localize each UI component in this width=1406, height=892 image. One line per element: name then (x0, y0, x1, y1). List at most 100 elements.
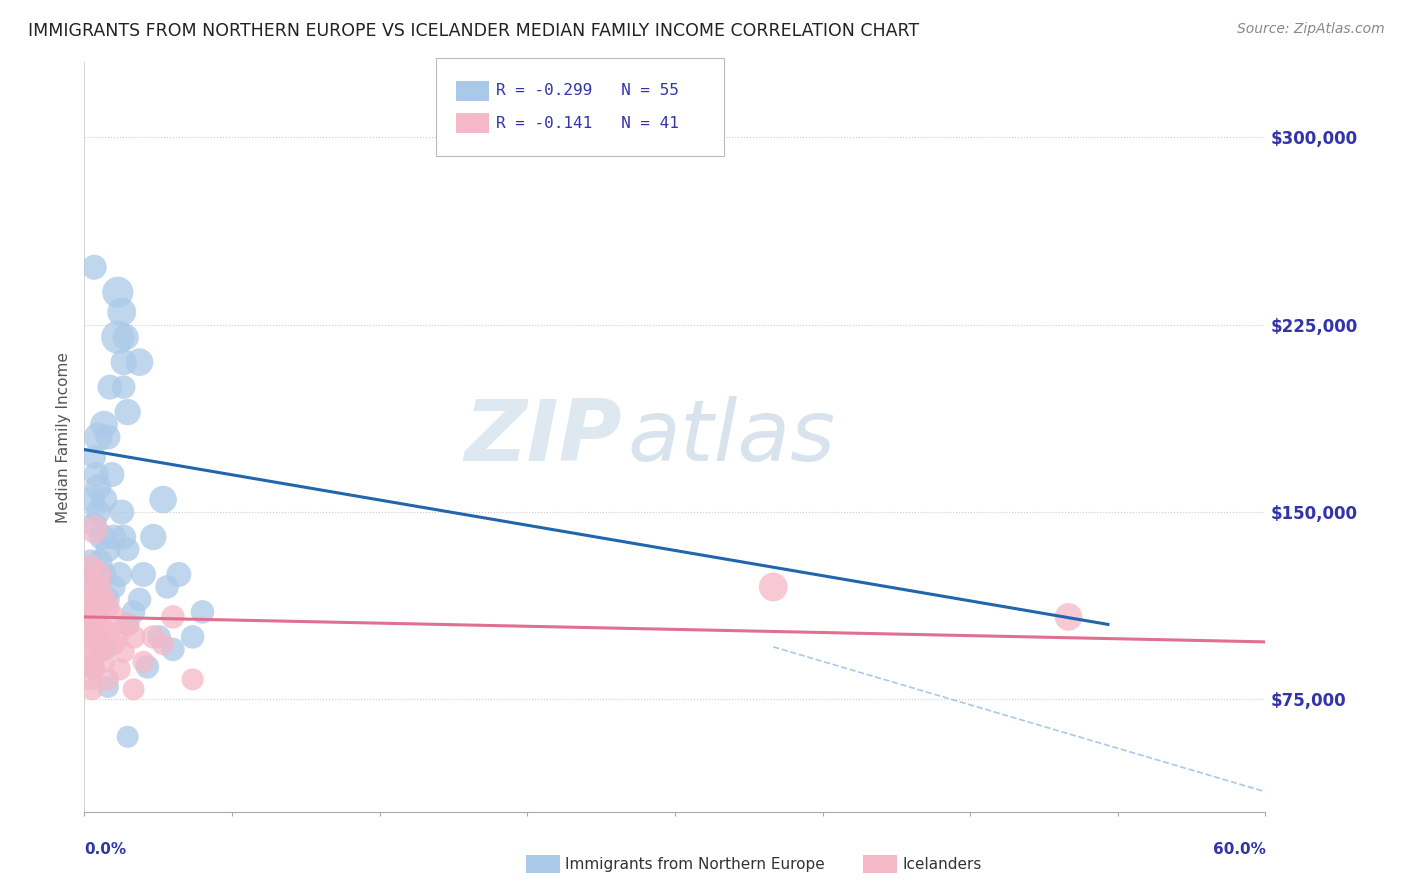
Point (156, 580, 179, 594)
Point (122, 605, 145, 619)
Point (97, 430, 120, 444)
Point (87, 567, 110, 582)
Text: Immigrants from Northern Europe: Immigrants from Northern Europe (565, 857, 825, 871)
Point (117, 730, 139, 744)
Point (97, 592, 120, 607)
Point (111, 505, 134, 519)
Point (148, 630, 170, 644)
Point (117, 542, 139, 557)
Text: Icelanders: Icelanders (903, 857, 981, 871)
Point (93, 624, 115, 639)
Point (87, 505, 110, 519)
Point (91, 530, 114, 544)
Point (82, 682, 104, 697)
Point (93, 567, 115, 582)
Point (107, 330, 129, 344)
Point (117, 405, 139, 419)
Point (107, 285, 129, 300)
Point (103, 637, 125, 651)
Point (93, 492, 115, 507)
Text: R = -0.299   N = 55: R = -0.299 N = 55 (496, 84, 679, 98)
Point (98, 380, 121, 394)
Point (162, 610, 184, 624)
Point (87, 630, 110, 644)
Point (83, 517, 105, 532)
Text: 60.0%: 60.0% (1212, 842, 1265, 856)
Point (89, 555, 111, 569)
Text: IMMIGRANTS FROM NORTHERN EUROPE VS ICELANDER MEDIAN FAMILY INCOME CORRELATION CH: IMMIGRANTS FROM NORTHERN EUROPE VS ICELA… (28, 22, 920, 40)
Point (83, 580, 105, 594)
Point (142, 530, 165, 544)
Point (82, 655, 104, 669)
Point (191, 605, 214, 619)
Point (83, 662, 105, 676)
Text: 0.0%: 0.0% (84, 842, 127, 856)
Point (82, 617, 104, 632)
Point (82, 492, 104, 507)
Text: R = -0.141   N = 41: R = -0.141 N = 41 (496, 116, 679, 130)
Point (83, 637, 105, 651)
Point (83, 610, 105, 624)
Point (132, 655, 155, 669)
Point (152, 637, 174, 651)
Point (82, 567, 104, 582)
Point (93, 592, 115, 607)
Point (132, 567, 155, 582)
Point (84, 467, 107, 482)
Point (122, 630, 145, 644)
Point (83, 592, 105, 607)
Point (117, 617, 139, 632)
Point (117, 617, 139, 632)
Point (181, 630, 204, 644)
Text: ZIP: ZIP (464, 395, 621, 479)
Point (84, 630, 107, 644)
Point (79, 673, 101, 687)
Point (128, 592, 150, 607)
Point (93, 642, 115, 657)
Point (89, 617, 111, 632)
Point (167, 567, 190, 582)
Point (79, 645, 101, 659)
Point (79, 560, 101, 574)
Point (103, 610, 125, 624)
Point (108, 624, 131, 639)
Text: Source: ZipAtlas.com: Source: ZipAtlas.com (1237, 22, 1385, 37)
Text: atlas: atlas (627, 395, 835, 479)
Point (83, 523, 105, 537)
Point (79, 599, 101, 614)
Point (108, 567, 131, 582)
Point (87, 480, 110, 494)
Point (82, 580, 104, 594)
Point (83, 450, 105, 464)
Point (128, 355, 150, 369)
Point (89, 645, 111, 659)
Y-axis label: Median Family Income: Median Family Income (56, 351, 72, 523)
Point (114, 330, 136, 344)
Point (142, 630, 165, 644)
Point (136, 660, 159, 674)
Point (97, 542, 120, 557)
Point (87, 430, 110, 444)
Point (79, 617, 101, 632)
Point (762, 580, 785, 594)
Point (122, 682, 145, 697)
Point (112, 530, 135, 544)
Point (89, 580, 111, 594)
Point (162, 642, 184, 657)
Point (97, 599, 120, 614)
Point (111, 305, 134, 319)
Point (101, 467, 124, 482)
Point (97, 630, 120, 644)
Point (112, 355, 135, 369)
Point (97, 673, 120, 687)
Point (82, 660, 104, 674)
Point (181, 673, 204, 687)
Point (112, 380, 135, 394)
Point (97, 680, 120, 694)
Point (79, 624, 101, 639)
Point (103, 530, 125, 544)
Point (83, 260, 105, 275)
Point (112, 645, 135, 659)
Point (1057, 610, 1080, 624)
Point (84, 605, 107, 619)
